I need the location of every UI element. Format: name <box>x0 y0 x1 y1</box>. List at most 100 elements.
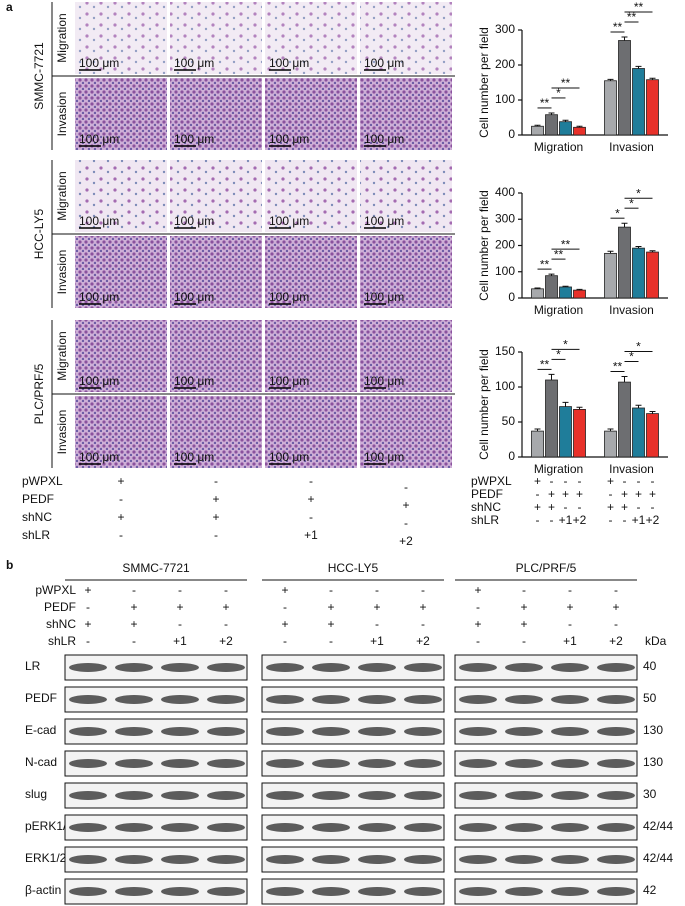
blot-band <box>312 791 350 800</box>
blot-band <box>459 759 497 768</box>
treatment-value: + <box>474 583 481 597</box>
treatment-value: - <box>404 516 408 530</box>
blot-band <box>207 823 245 832</box>
protein-label: LR <box>25 659 41 673</box>
treatment-value: - <box>224 617 228 631</box>
blot-band <box>505 663 543 672</box>
blot-band <box>551 855 589 864</box>
kda-label: 42 <box>643 883 657 897</box>
blot-band <box>597 791 635 800</box>
cell-line-header: HCC-LY5 <box>328 561 379 575</box>
bar <box>573 408 586 458</box>
treatment-value: - <box>224 583 228 597</box>
blot-band <box>597 823 635 832</box>
x-tick-label: Migration <box>534 462 583 476</box>
micrograph <box>265 160 357 232</box>
blot-band <box>505 887 543 896</box>
treatment-value: - <box>609 513 613 527</box>
treatment-value: - <box>568 583 572 597</box>
protein-label: PEDF <box>25 691 57 705</box>
blot-band <box>597 663 635 672</box>
treatment-value: - <box>536 513 540 527</box>
kda-label: 40 <box>643 659 657 673</box>
blot-band <box>266 695 304 704</box>
treatment-value: - <box>283 600 287 614</box>
bar <box>559 121 572 136</box>
significance-label: * <box>636 186 641 200</box>
blot-band <box>115 791 153 800</box>
micrograph <box>75 2 167 74</box>
error-bar <box>576 125 583 128</box>
treatment-label: PEDF <box>471 487 503 501</box>
blot-band <box>115 823 153 832</box>
y-tick-label: 300 <box>495 22 515 36</box>
scale-bar-label: 100 μm <box>364 450 404 464</box>
treatment-value: - <box>421 583 425 597</box>
micrograph <box>265 320 357 392</box>
micrograph <box>75 160 167 232</box>
scale-bar-label: 100 μm <box>364 290 404 304</box>
treatment-value: + <box>307 492 314 506</box>
blot-band <box>505 695 543 704</box>
treatment-label: PEDF <box>22 492 54 506</box>
micrograph <box>265 396 357 468</box>
treatment-value: - <box>651 474 655 488</box>
blot-band <box>358 759 396 768</box>
treatment-value: - <box>637 474 641 488</box>
blot-band <box>207 855 245 864</box>
blot-band <box>358 695 396 704</box>
treatment-value: + <box>117 474 124 488</box>
blot-band <box>115 759 153 768</box>
treatment-value: - <box>132 634 136 648</box>
treatment-value: - <box>550 513 554 527</box>
micrograph <box>360 320 452 392</box>
blot-band <box>551 759 589 768</box>
bar <box>646 251 659 299</box>
micrograph <box>170 78 262 150</box>
blot-band <box>161 791 199 800</box>
bar <box>604 430 617 458</box>
treatment-label: pWPXL <box>471 474 512 488</box>
y-axis-label: Cell number per field <box>477 27 491 138</box>
treatment-value: +1 <box>559 513 573 527</box>
blot-band <box>404 791 442 800</box>
micrograph <box>75 236 167 308</box>
cell-line-header: SMMC-7721 <box>122 561 190 575</box>
blot-band <box>266 663 304 672</box>
treatment-label: pWPXL <box>35 583 76 597</box>
blot-band <box>69 855 107 864</box>
treatment-value: - <box>614 583 618 597</box>
assay-label: Invasion <box>55 410 69 455</box>
bar <box>604 80 617 136</box>
blot-band <box>459 887 497 896</box>
error-bar <box>534 124 541 127</box>
blot-band <box>505 727 543 736</box>
treatment-value: + <box>212 492 219 506</box>
assay-label: Migration <box>55 171 69 220</box>
x-tick-label: Migration <box>534 140 583 154</box>
micrograph <box>170 396 262 468</box>
scale-bar-label: 100 μm <box>174 450 214 464</box>
treatment-value: - <box>578 474 582 488</box>
bar <box>632 407 645 458</box>
treatment-value: +1 <box>563 634 577 648</box>
significance-label: * <box>563 338 568 352</box>
blot-band <box>207 695 245 704</box>
treatment-value: + <box>176 600 183 614</box>
treatment-value: + <box>607 500 614 514</box>
panel-label: a <box>6 0 13 14</box>
blot-band <box>161 695 199 704</box>
micrograph <box>360 2 452 74</box>
error-bar <box>548 112 555 115</box>
significance-label: ** <box>540 257 550 271</box>
blot-band <box>597 695 635 704</box>
error-bar <box>534 287 541 289</box>
treatment-value: - <box>86 634 90 648</box>
x-tick-label: Migration <box>534 303 583 317</box>
micrograph <box>360 236 452 308</box>
blot-band <box>312 727 350 736</box>
treatment-value: - <box>623 513 627 527</box>
scale-bar-label: 100 μm <box>269 450 309 464</box>
error-bar <box>635 65 642 69</box>
treatment-value: + <box>562 487 569 501</box>
